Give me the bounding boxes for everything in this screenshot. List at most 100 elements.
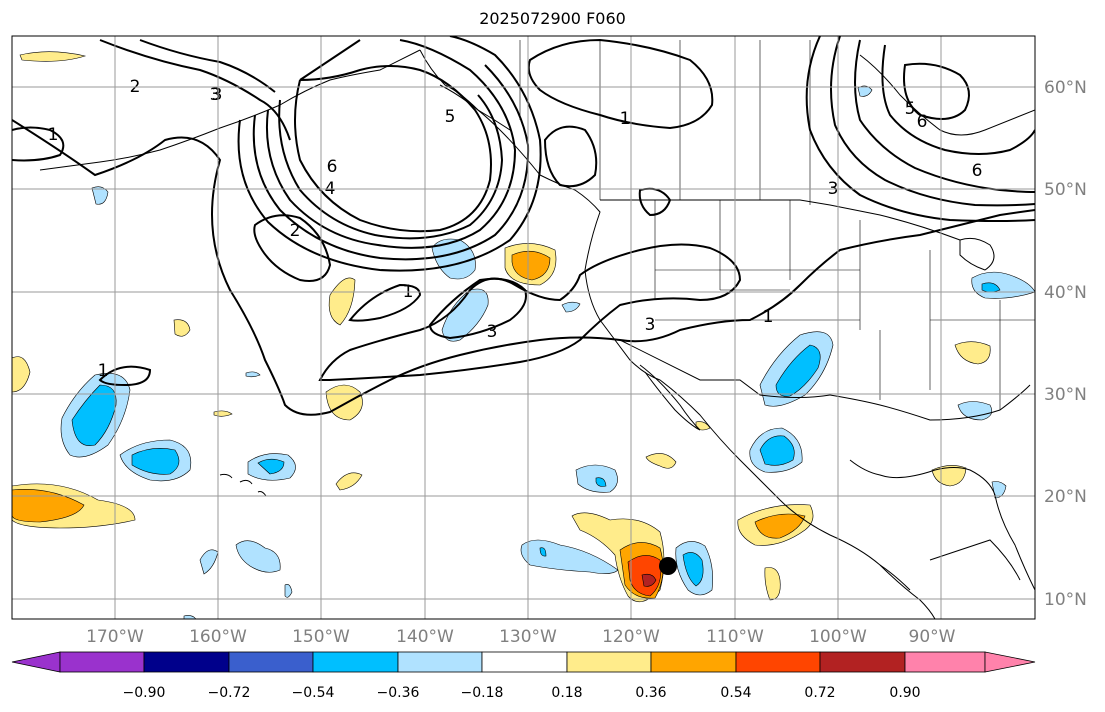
- negative-anomaly: [131, 448, 180, 475]
- lon-tick-label: 100°W: [809, 627, 867, 647]
- lon-tick-label: 160°W: [189, 627, 247, 647]
- negative-anomaly: [91, 186, 109, 205]
- map-title: 2025072900 F060: [479, 9, 626, 28]
- colorbar-segment: [228, 651, 314, 673]
- contour-label: 3: [645, 315, 656, 335]
- colorbar-tick-label: 0.36: [635, 685, 666, 701]
- state-lines: [654, 200, 1035, 410]
- hudson-bay-coast: [859, 54, 1035, 136]
- us-mexico-border: [619, 339, 831, 398]
- negative-anomaly: [981, 282, 1001, 293]
- contour-line: [294, 39, 492, 233]
- negative-anomaly: [595, 477, 607, 487]
- coastlines: [39, 40, 1035, 619]
- contour-label: 3: [212, 85, 223, 105]
- positive-anomaly: [335, 472, 363, 491]
- contour-line: [237, 36, 542, 272]
- colorbar-tick-label: −0.72: [208, 685, 251, 701]
- colorbar-segment: [481, 651, 568, 673]
- colorbar-segment: [984, 651, 1036, 673]
- positive-anomaly: [173, 319, 191, 337]
- contour-lines: [12, 36, 1035, 416]
- contour-line: [830, 36, 1035, 207]
- contour-label: 1: [763, 307, 774, 327]
- colorbar-tick-label: −0.18: [461, 685, 504, 701]
- colorbar-segment: [312, 651, 399, 673]
- storm-center-marker: [659, 557, 677, 575]
- negative-anomaly: [539, 547, 547, 557]
- colorbar-segment: [819, 651, 906, 673]
- contour-label: 1: [620, 109, 631, 129]
- colorbar-tick-label: −0.54: [292, 685, 335, 701]
- lat-tick-label: 40°N: [1044, 283, 1087, 303]
- colorbar-segment: [904, 651, 986, 673]
- lon-tick-label: 170°W: [86, 627, 144, 647]
- lat-tick-label: 30°N: [1044, 385, 1087, 405]
- contour-label: 6: [917, 112, 928, 132]
- colorbar-segment: [143, 651, 230, 673]
- colorbar-tick-label: 0.72: [804, 685, 835, 701]
- colorbar-tick-label: −0.90: [123, 685, 166, 701]
- contour-label: 5: [905, 99, 916, 119]
- gulf-of-mexico-coast: [829, 384, 1035, 591]
- contour-label: 5: [445, 107, 456, 127]
- lat-tick-label: 10°N: [1044, 590, 1087, 610]
- great-lakes: [959, 237, 995, 271]
- positive-anomaly: [754, 513, 806, 539]
- contour-label: 1: [48, 125, 59, 145]
- positive-anomaly: [641, 573, 657, 587]
- negative-anomaly: [245, 371, 261, 378]
- colorbar-tick-label: −0.36: [377, 685, 420, 701]
- positive-anomaly: [328, 277, 356, 326]
- negative-anomaly: [682, 552, 704, 587]
- lon-tick-label: 130°W: [499, 627, 557, 647]
- contour-line: [527, 38, 714, 130]
- colorbar-segment: [566, 651, 652, 673]
- lat-tick-label: 50°N: [1044, 180, 1087, 200]
- central-america: [879, 539, 1021, 591]
- colorbar-tick-label: 0.54: [720, 685, 751, 701]
- negative-anomaly: [284, 584, 293, 598]
- positive-anomaly: [511, 250, 551, 281]
- map-frame: [11, 35, 1036, 620]
- hawaii-islands: [219, 473, 267, 497]
- contour-line: [265, 39, 517, 249]
- lon-tick-label: 140°W: [396, 627, 454, 647]
- colorbar-segment: [735, 651, 821, 673]
- contour-line: [854, 39, 1035, 193]
- lon-tick-label: 110°W: [706, 627, 764, 647]
- positive-anomaly: [645, 453, 677, 469]
- contour-label: 6: [972, 161, 983, 181]
- baja-california: [639, 364, 701, 431]
- negative-anomaly: [235, 540, 281, 573]
- positive-anomaly: [19, 51, 87, 62]
- positive-anomaly: [12, 489, 85, 523]
- colorbar: [11, 651, 1036, 673]
- gridlines: [12, 36, 1035, 619]
- contour-line: [903, 62, 970, 120]
- negative-anomaly: [759, 435, 795, 466]
- latitude-labels: 60°N 50°N 40°N 30°N 20°N 10°N: [1044, 78, 1087, 610]
- negative-anomaly: [561, 301, 581, 313]
- contour-line: [99, 39, 291, 141]
- canada-provinces: [519, 40, 811, 205]
- contour-line: [543, 125, 598, 188]
- contour-line: [12, 126, 65, 162]
- contour-line: [638, 187, 672, 217]
- negative-anomaly: [441, 288, 489, 342]
- contour-line: [318, 243, 742, 381]
- longitude-labels: 170°W 160°W 150°W 140°W 130°W 120°W 110°…: [86, 627, 956, 647]
- negative-anomaly: [991, 481, 1007, 499]
- colorbar-segment: [397, 651, 483, 673]
- negative-anomaly: [183, 615, 197, 619]
- contour-line: [278, 94, 504, 240]
- lon-tick-label: 90°W: [909, 627, 956, 647]
- lat-tick-label: 20°N: [1044, 487, 1087, 507]
- lon-tick-label: 120°W: [602, 627, 660, 647]
- contour-label: 3: [487, 322, 498, 342]
- positive-anomaly: [12, 356, 31, 393]
- contour-line: [98, 365, 152, 387]
- colorbar-tick-label: 0.90: [889, 685, 920, 701]
- contour-line: [428, 277, 527, 340]
